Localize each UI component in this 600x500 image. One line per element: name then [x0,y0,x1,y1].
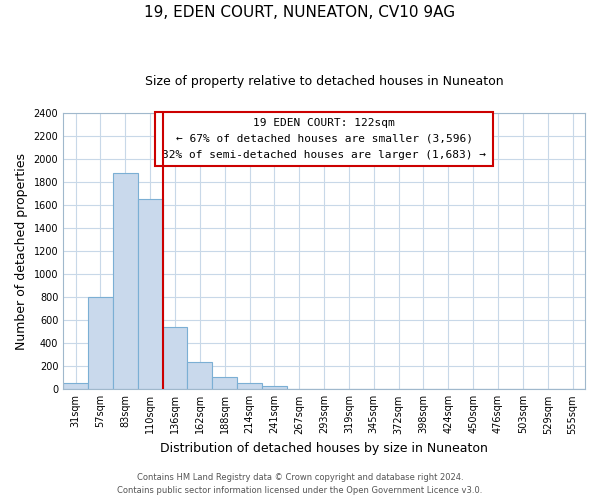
Y-axis label: Number of detached properties: Number of detached properties [15,152,28,350]
Bar [113,172,138,390]
Bar [187,362,212,390]
Bar [63,383,88,390]
Text: 19, EDEN COURT, NUNEATON, CV10 9AG: 19, EDEN COURT, NUNEATON, CV10 9AG [145,5,455,20]
Bar [212,376,237,390]
Bar [163,327,187,390]
Bar [88,297,113,390]
Bar [237,383,262,390]
Bar [138,199,163,390]
Text: 19 EDEN COURT: 122sqm
← 67% of detached houses are smaller (3,596)
32% of semi-d: 19 EDEN COURT: 122sqm ← 67% of detached … [162,118,486,160]
Text: Contains HM Land Registry data © Crown copyright and database right 2024.
Contai: Contains HM Land Registry data © Crown c… [118,474,482,495]
Bar [262,386,287,390]
X-axis label: Distribution of detached houses by size in Nuneaton: Distribution of detached houses by size … [160,442,488,455]
Title: Size of property relative to detached houses in Nuneaton: Size of property relative to detached ho… [145,75,503,88]
